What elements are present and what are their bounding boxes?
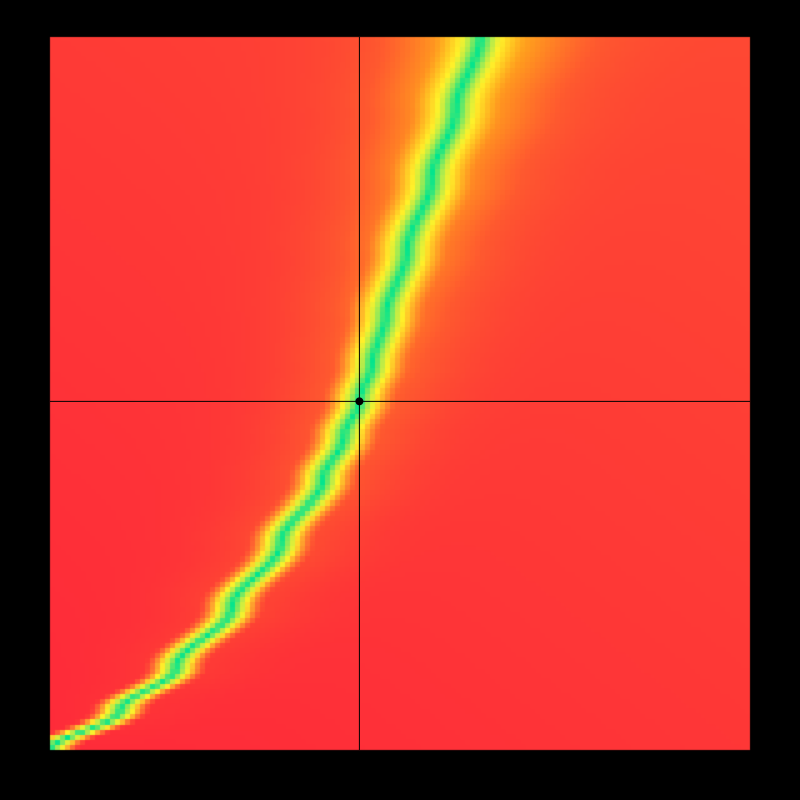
heatmap-canvas: [0, 0, 800, 800]
chart-container: TheBottleneck.com: [0, 0, 800, 800]
